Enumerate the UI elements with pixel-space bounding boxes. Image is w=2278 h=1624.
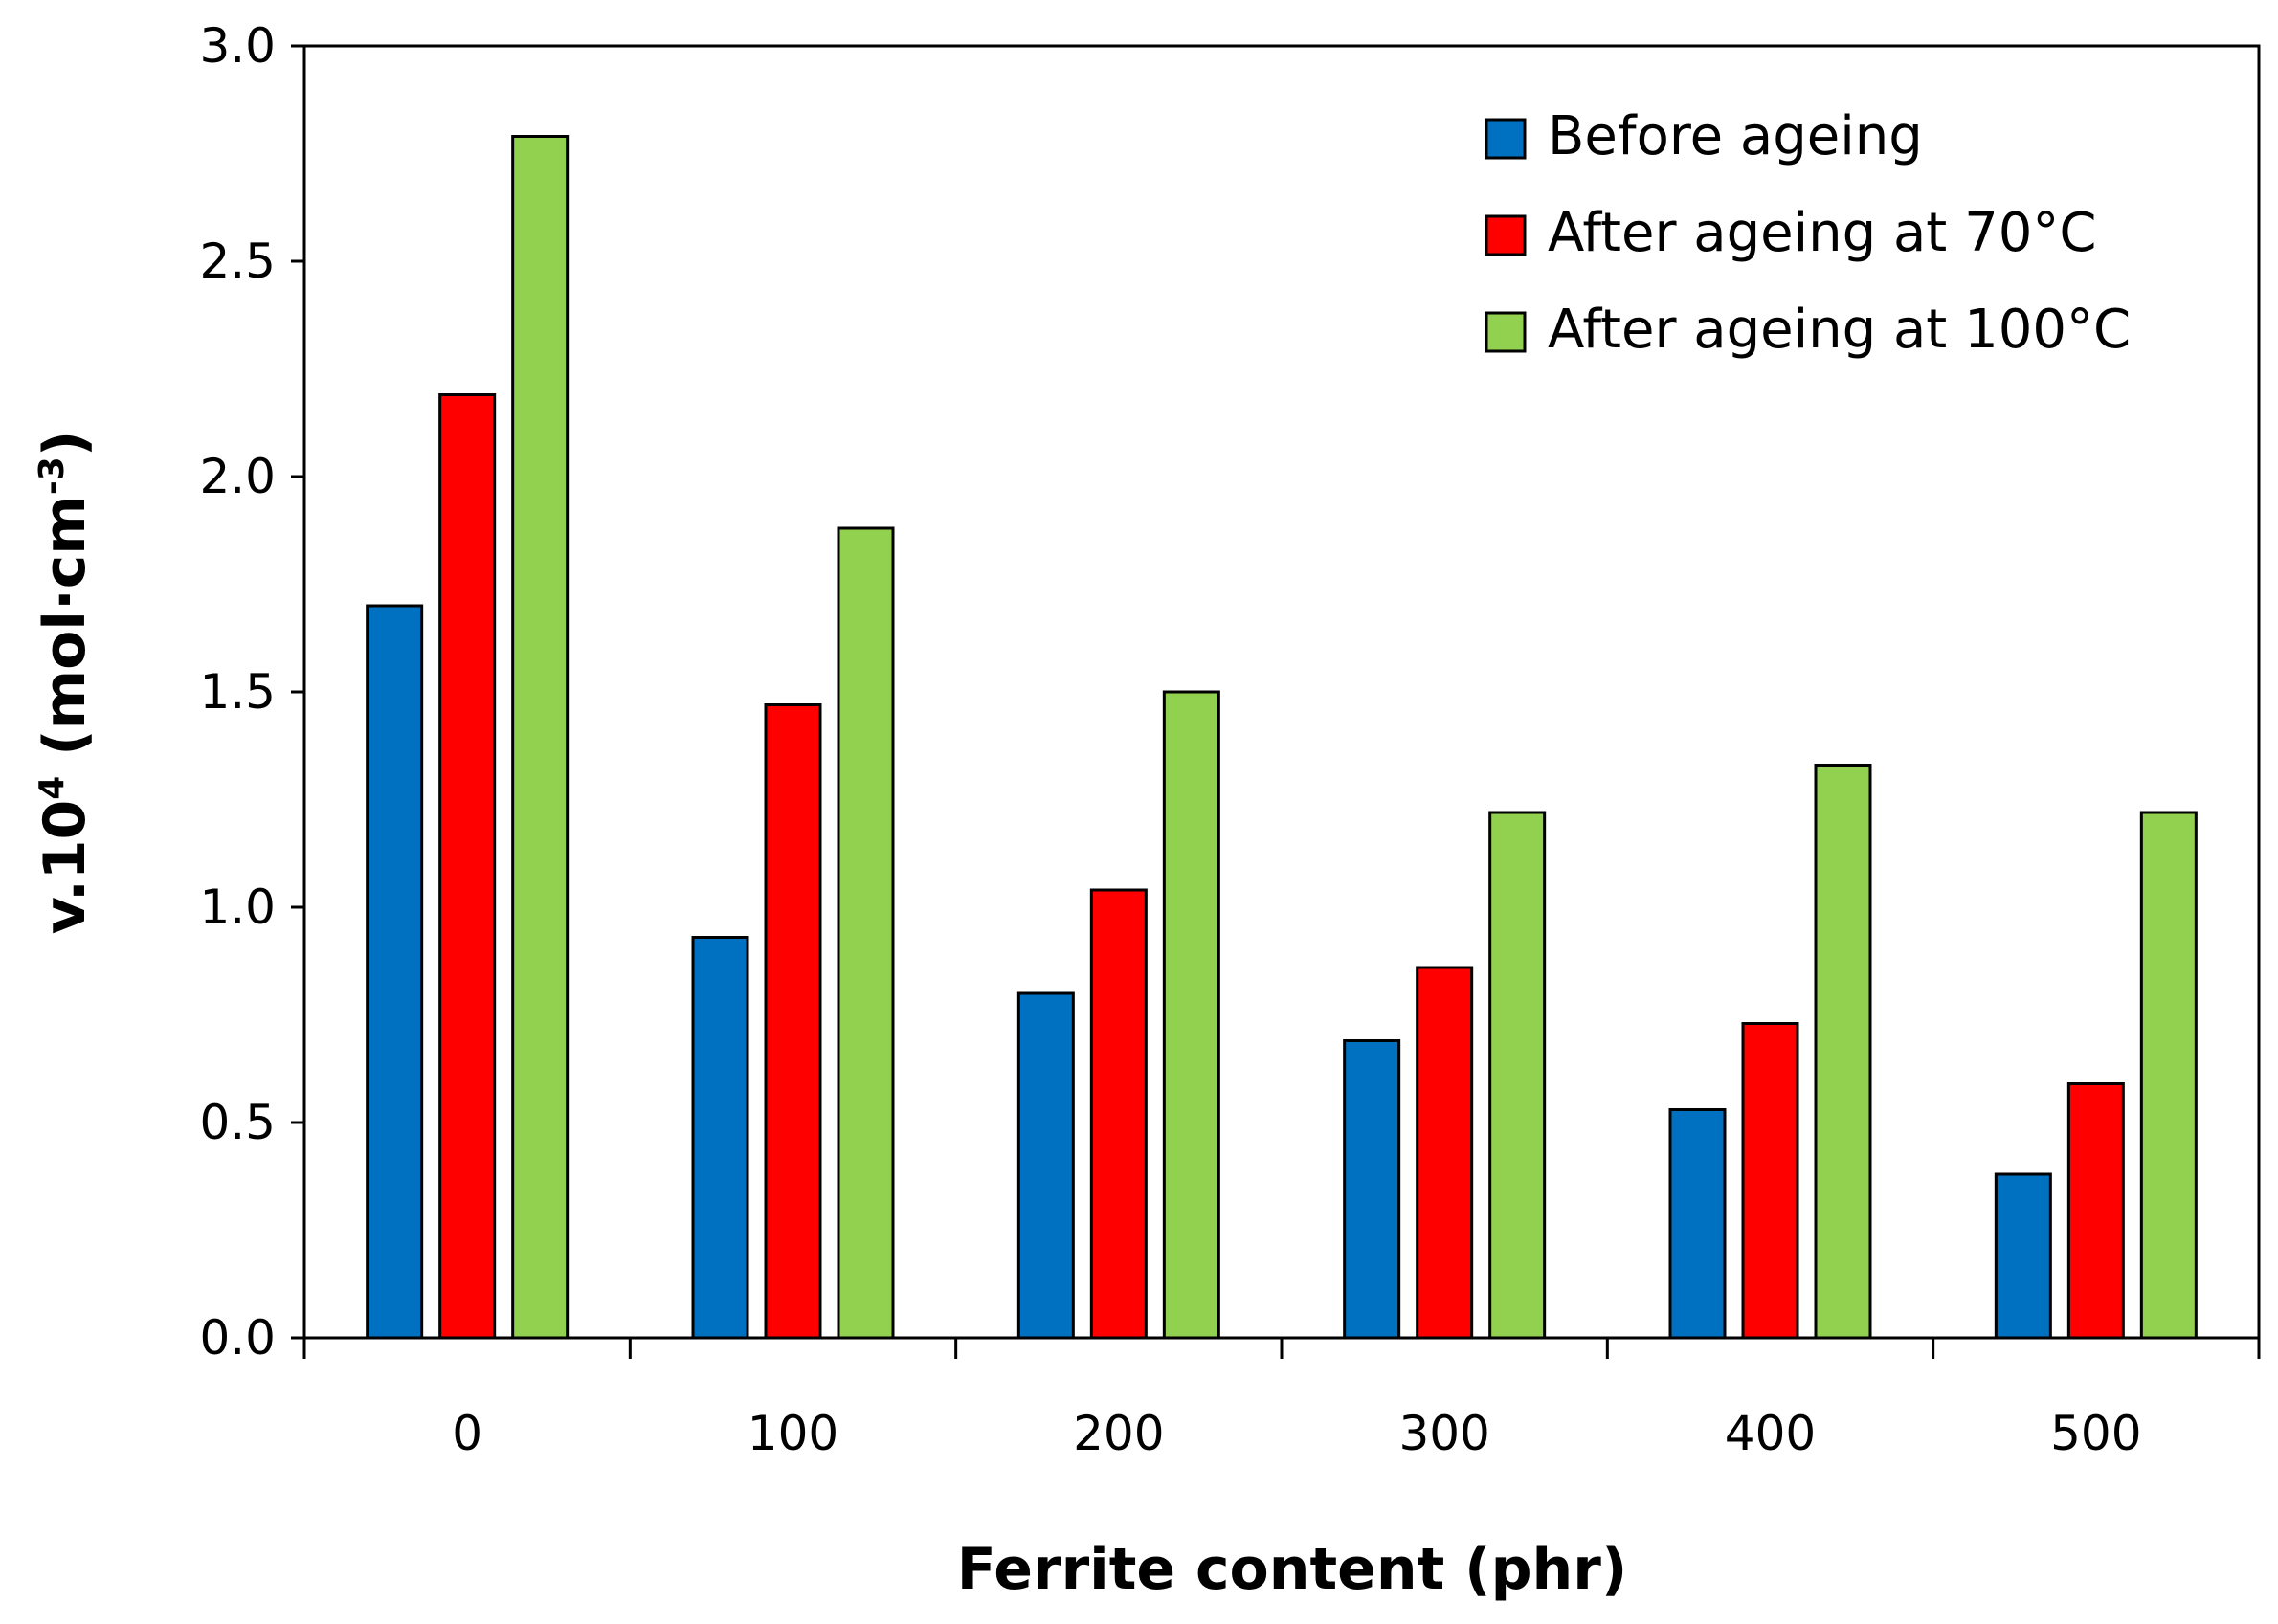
bar-series1-cat-0 xyxy=(366,604,424,1340)
x-tick-label: 400 xyxy=(1725,1406,1816,1461)
bar-series3-cat-300 xyxy=(1488,811,1547,1340)
bar-series3-cat-0 xyxy=(511,135,570,1340)
bar-series3-cat-400 xyxy=(1814,764,1872,1340)
x-tick-label: 0 xyxy=(452,1406,482,1461)
legend-swatch-series3 xyxy=(1485,311,1527,353)
y-axis-title-exp: 4 xyxy=(33,776,72,800)
x-tick-label: 300 xyxy=(1398,1406,1489,1461)
bar-series2-cat-200 xyxy=(1089,888,1148,1340)
x-tick-label: 100 xyxy=(748,1406,838,1461)
bar-series3-cat-500 xyxy=(2139,811,2198,1340)
bar-series1-cat-100 xyxy=(691,936,749,1340)
x-tick-label: 200 xyxy=(1073,1406,1164,1461)
y-tick-label: 3.0 xyxy=(199,18,276,74)
bar-series2-cat-300 xyxy=(1416,966,1474,1340)
bar-series2-cat-0 xyxy=(438,393,497,1340)
y-tick-label: 0.0 xyxy=(199,1310,276,1366)
y-tick-label: 2.5 xyxy=(199,234,276,289)
bar-series1-cat-400 xyxy=(1668,1108,1727,1340)
ticks-group: 0.0 0.5 1.0 1.5 2.0 2.5 3.0 0 100 200 300 400 500 xyxy=(199,18,2261,1461)
legend-label-series3: After ageing at 100°C xyxy=(1548,299,2131,361)
legend: Before ageing After ageing at 70°C After a… xyxy=(1485,105,2131,361)
legend-label-series2: After ageing at 70°C xyxy=(1548,202,2096,264)
y-axis-title-unit: (mol·cm xyxy=(32,495,99,776)
bar-series1-cat-200 xyxy=(1016,991,1075,1340)
bars-group xyxy=(366,135,2198,1340)
y-tick-label: 0.5 xyxy=(199,1095,276,1150)
y-axis-title-main: v.10 xyxy=(32,800,99,935)
legend-label-series1: Before ageing xyxy=(1548,105,1923,167)
x-tick-label: 500 xyxy=(2050,1406,2141,1461)
bar-series2-cat-400 xyxy=(1741,1022,1799,1340)
legend-swatch-series1 xyxy=(1485,118,1527,160)
legend-swatch-series2 xyxy=(1485,214,1527,256)
bar-series3-cat-200 xyxy=(1162,690,1220,1340)
bar-series3-cat-100 xyxy=(837,526,895,1340)
y-tick-label: 1.0 xyxy=(199,879,276,935)
bar-series1-cat-500 xyxy=(1994,1172,2052,1340)
y-tick-label: 1.5 xyxy=(199,664,276,720)
y-axis-title-close: ) xyxy=(32,431,99,456)
bar-series1-cat-300 xyxy=(1343,1039,1401,1340)
bar-series2-cat-100 xyxy=(764,703,822,1340)
x-axis-title: Ferrite content (phr) xyxy=(957,1536,1628,1603)
bar-series2-cat-500 xyxy=(2066,1082,2125,1340)
y-axis-title-unit-exp: -3 xyxy=(33,456,72,495)
y-axis-title: v.104 (mol·cm-3) xyxy=(32,431,99,935)
y-tick-label: 2.0 xyxy=(199,449,276,504)
